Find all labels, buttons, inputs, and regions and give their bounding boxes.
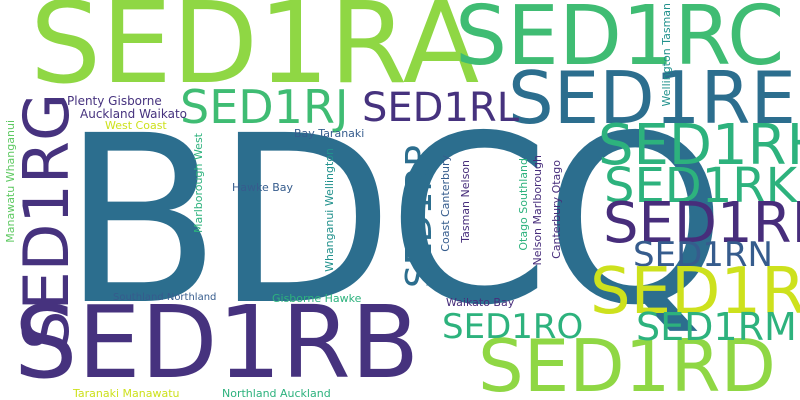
word-sed1ri: SED1RI — [603, 191, 800, 256]
word-northland-auckland: Northland Auckland — [222, 387, 331, 400]
word-marlborough-west: Marlborough West — [192, 133, 205, 233]
word-sed1rf: SED1RF — [590, 255, 800, 329]
word-coast-canterbury: Coast Canterbury — [439, 155, 452, 252]
word-sed1rh: SED1RH — [598, 113, 800, 178]
word-sed1rg: SED1RG — [10, 93, 83, 350]
word-taranaki-manawatu: Taranaki Manawatu — [73, 387, 180, 400]
word-sed1rm: SED1RM — [636, 305, 797, 349]
word-sed1rb: SED1RB — [14, 284, 420, 400]
word-sed1rn: SED1RN — [633, 235, 773, 275]
word-sed1rj: SED1RJ — [180, 80, 349, 134]
word-sed1re: SED1RE — [508, 56, 796, 140]
word-waikato-bay: Waikato Bay — [446, 296, 515, 309]
word-manawatu-whanganui: Manawatu Whanganui — [4, 120, 17, 243]
word-hawke-bay: Hawke Bay — [232, 181, 294, 194]
word-bay-taranaki: Bay Taranaki — [294, 127, 365, 140]
word-gisborne-hawke: Gisborne Hawke — [272, 292, 362, 305]
word-auckland-waikato: Auckland Waikato — [80, 107, 188, 121]
word-sed1rk: SED1RK — [604, 158, 798, 214]
word-whanganui-wellington: Whanganui Wellington — [323, 148, 336, 272]
word-sed1rp: SED1RP — [399, 145, 440, 288]
word-sed1rd: SED1RD — [478, 324, 776, 400]
word-west-coast: West Coast — [105, 119, 167, 132]
word-tasman-nelson: Tasman Nelson — [459, 160, 472, 243]
word-otago-southland: Otago Southland — [517, 158, 530, 251]
word-canterbury-otago: Canterbury Otago — [550, 160, 563, 259]
word-southland-northland: Southland Northland — [113, 292, 217, 303]
word-sed1rl: SED1RL — [362, 85, 519, 131]
word-plenty-gisborne: Plenty Gisborne — [67, 94, 162, 108]
word-nelson-marlborough: Nelson Marlborough — [531, 155, 544, 266]
word-sed1ra: SED1RA — [30, 0, 480, 109]
word-wellington-tasman: Wellington Tasman — [660, 3, 673, 107]
word-bdcq: BDCQ — [62, 86, 726, 356]
word-sed1rc: SED1RC — [455, 0, 785, 84]
word-sed1ro: SED1RO — [442, 307, 584, 347]
